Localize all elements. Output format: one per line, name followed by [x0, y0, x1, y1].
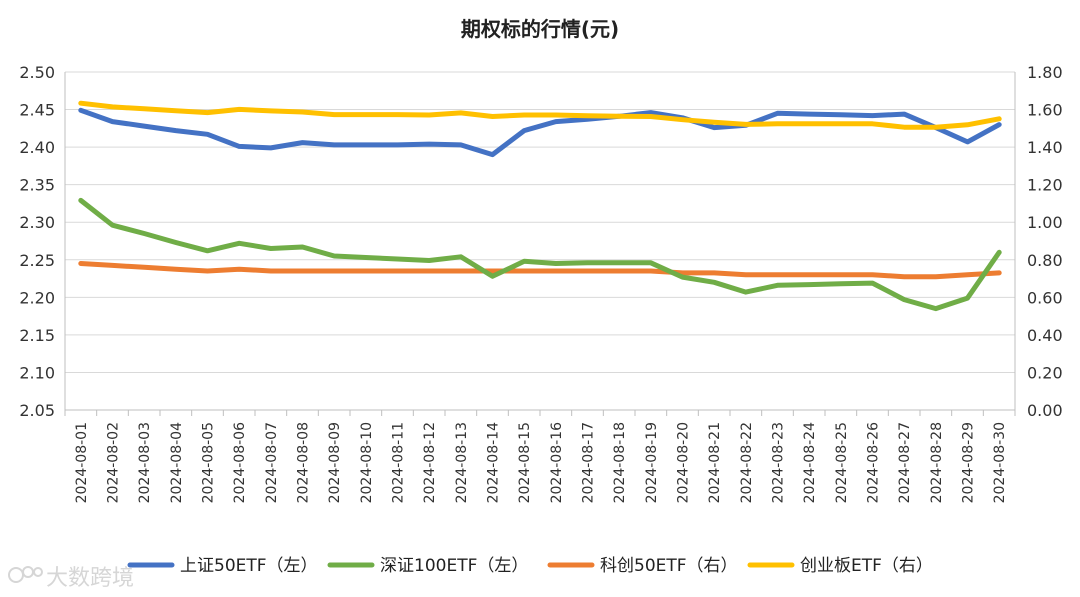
series-line-1 — [78, 197, 1002, 312]
x-tick-label: 2024-08-21 — [707, 422, 723, 503]
y-left-tick-label: 2.40 — [19, 138, 55, 157]
y-left-tick-label: 2.15 — [19, 326, 55, 345]
x-tick-label: 2024-08-27 — [897, 422, 913, 503]
y-right-tick-label: 0.20 — [1027, 363, 1063, 382]
watermark-logo-icon — [8, 566, 43, 583]
x-tick-label: 2024-08-09 — [327, 422, 343, 503]
x-tick-label: 2024-08-26 — [866, 422, 882, 503]
legend-label: 深证100ETF（左） — [380, 556, 528, 576]
x-tick-label: 2024-08-01 — [74, 422, 90, 503]
y-right-tick-label: 1.40 — [1027, 138, 1063, 157]
x-tick-label: 2024-08-03 — [137, 422, 153, 503]
y-right-tick-label: 1.80 — [1027, 63, 1063, 82]
x-tick-label: 2024-08-11 — [391, 422, 407, 503]
x-tick-label: 2024-08-16 — [549, 422, 565, 503]
x-tick-label: 2024-08-14 — [486, 422, 502, 503]
x-axis-ticks: 2024-08-01 2024-08-02 2024-08-03 2024-08-04… — [74, 422, 1008, 503]
x-tick-label: 2024-08-25 — [834, 422, 850, 503]
x-tick-label: 2024-08-10 — [359, 422, 375, 503]
legend: 上证50ETF（左） 深证100ETF（左） 科创50ETF（右） 创业板ETF（右） — [127, 556, 933, 576]
gridlines — [65, 71, 1015, 411]
x-tick-label: 2024-08-12 — [422, 422, 438, 503]
y-left-tick-label: 2.25 — [19, 251, 55, 270]
y-left-tick-label: 2.35 — [19, 176, 55, 195]
x-tick-label: 2024-08-18 — [612, 422, 628, 503]
x-tick-label: 2024-08-22 — [739, 422, 755, 503]
x-tick-label: 2024-08-28 — [929, 422, 945, 503]
axes — [64, 72, 1016, 416]
x-tick-label: 2024-08-07 — [264, 422, 280, 503]
legend-label: 科创50ETF（右） — [600, 556, 738, 576]
x-tick-label: 2024-08-30 — [992, 422, 1008, 503]
legend-label: 创业板ETF（右） — [800, 556, 933, 576]
x-tick-label: 2024-08-13 — [454, 422, 470, 503]
chart-title: 期权标的行情(元) — [461, 17, 619, 41]
x-tick-label: 2024-08-20 — [676, 422, 692, 503]
watermark-text: 大数跨境 — [46, 566, 135, 591]
series-line-2 — [78, 261, 1002, 280]
y-right-tick-label: 0.00 — [1027, 401, 1063, 420]
left-y-axis-ticks: 2.05 2.10 2.15 2.20 2.25 2.30 2.35 2.40 2.45 2.50 — [19, 63, 55, 420]
y-right-tick-label: 1.60 — [1027, 101, 1063, 120]
x-tick-label: 2024-08-05 — [201, 422, 217, 503]
y-left-tick-label: 2.05 — [19, 401, 55, 420]
y-right-tick-label: 0.80 — [1027, 251, 1063, 270]
series-line-0 — [78, 107, 1002, 158]
x-tick-label: 2024-08-02 — [106, 422, 122, 503]
legend-label: 上证50ETF（左） — [180, 556, 318, 576]
x-tick-label: 2024-08-29 — [961, 422, 977, 503]
y-left-tick-label: 2.50 — [19, 63, 55, 82]
y-left-tick-label: 2.10 — [19, 363, 55, 382]
x-tick-label: 2024-08-15 — [517, 422, 533, 503]
x-tick-label: 2024-08-24 — [802, 422, 818, 503]
y-right-tick-label: 0.40 — [1027, 326, 1063, 345]
y-right-tick-label: 1.00 — [1027, 213, 1063, 232]
right-y-axis-ticks: 0.00 0.20 0.40 0.60 0.80 1.00 1.20 1.40 1.60 1.80 — [1027, 63, 1063, 420]
series-lines — [78, 100, 1002, 312]
y-right-tick-label: 0.60 — [1027, 288, 1063, 307]
x-tick-label: 2024-08-23 — [771, 422, 787, 503]
series-line-3 — [78, 100, 1002, 130]
x-tick-label: 2024-08-17 — [581, 422, 597, 503]
x-tick-label: 2024-08-19 — [644, 422, 660, 503]
y-left-tick-label: 2.45 — [19, 101, 55, 120]
x-tick-label: 2024-08-06 — [232, 422, 248, 503]
y-right-tick-label: 1.20 — [1027, 176, 1063, 195]
y-left-tick-label: 2.30 — [19, 213, 55, 232]
x-tick-label: 2024-08-04 — [169, 422, 185, 503]
x-tick-label: 2024-08-08 — [296, 422, 312, 503]
y-left-tick-label: 2.20 — [19, 288, 55, 307]
